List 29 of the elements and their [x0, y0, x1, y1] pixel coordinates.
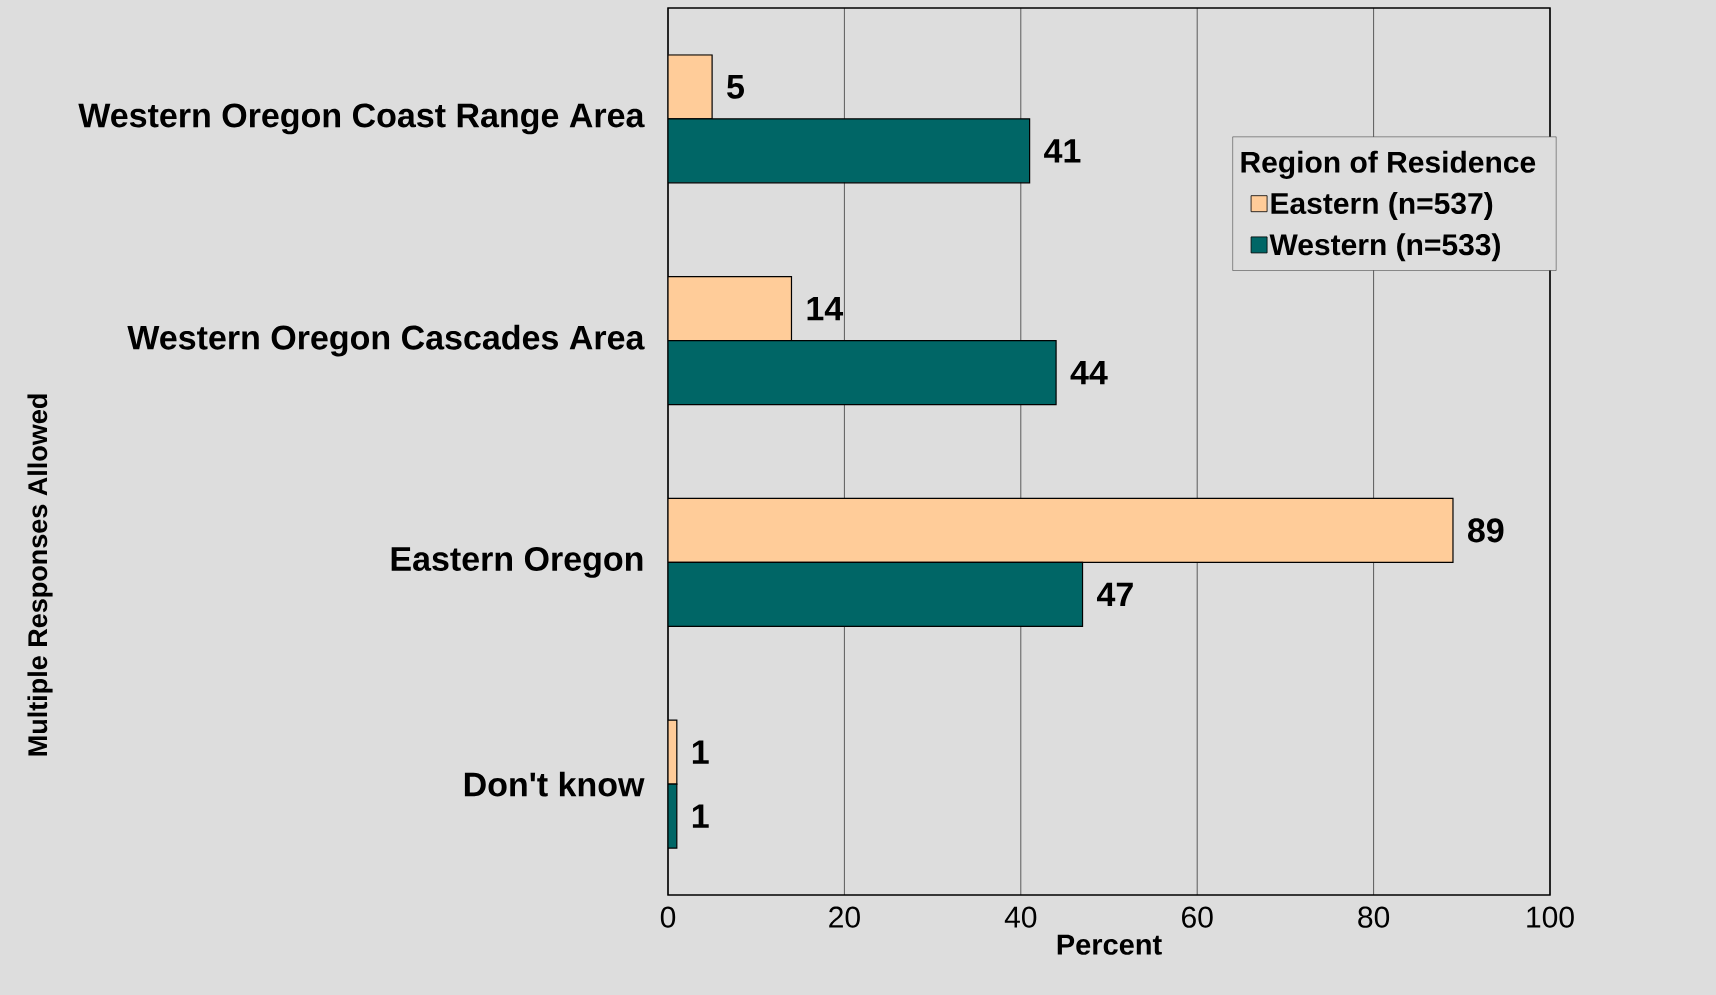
data-label: 41 [1044, 139, 1081, 163]
bar [668, 340, 1057, 406]
x-tick-label: 60 [1182, 906, 1213, 928]
x-tick-label: 80 [1358, 906, 1390, 928]
data-label: 47 [1096, 582, 1133, 607]
data-label: 1 [692, 740, 709, 764]
y-tick-label: Eastern Oregon [391, 546, 643, 578]
bar [668, 497, 1454, 563]
x-axis-title: Percent [1057, 934, 1162, 955]
bar [668, 276, 793, 342]
x-tick-label: 100 [1527, 906, 1574, 928]
bar [668, 118, 1031, 184]
legend-title: Region of Residence [1241, 150, 1536, 179]
data-label: 14 [807, 296, 844, 321]
x-tick-label: 0 [660, 906, 676, 928]
legend-label: Western (n=533) [1269, 233, 1500, 262]
data-label: 1 [692, 804, 709, 828]
x-tick-label: 20 [829, 906, 860, 928]
bar [668, 54, 713, 120]
data-label: 44 [1070, 360, 1108, 385]
data-label: 89 [1468, 518, 1504, 543]
data-label: 5 [727, 75, 744, 99]
y-tick-label: Western Oregon Coast Range Area [78, 103, 645, 135]
text: Multiple Responses Allowed [27, 394, 53, 756]
x-tick-label: 40 [1004, 906, 1037, 928]
y-tick-label: Don't know [464, 771, 645, 797]
y-tick-label: Western Oregon Cascades Area [127, 324, 645, 357]
legend-label: Eastern (n=537) [1271, 192, 1493, 221]
bar [668, 561, 1084, 627]
